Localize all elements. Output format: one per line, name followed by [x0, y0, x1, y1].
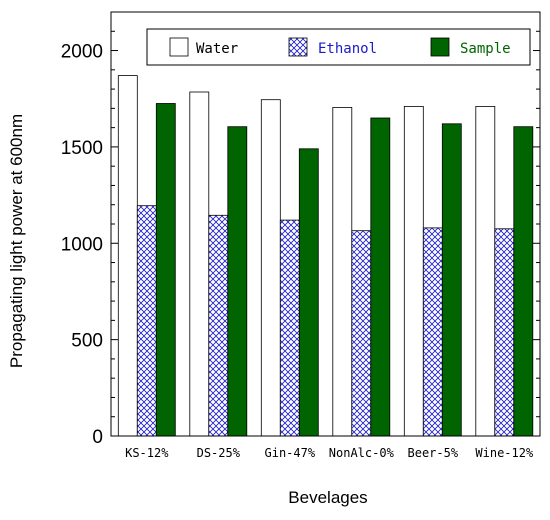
- bar-sample-3: [370, 117, 391, 437]
- bar-sample-1: [227, 126, 248, 437]
- bar-water-2: [260, 99, 281, 437]
- bar-ethanol-1: [208, 214, 229, 437]
- bar-sample-2: [298, 148, 319, 437]
- y-tick-label: 0: [92, 427, 103, 448]
- y-tick-label: 1000: [61, 234, 103, 255]
- x-axis-label: Bevelages: [288, 488, 367, 507]
- bar-ethanol-3: [351, 230, 372, 437]
- y-tick-label: 500: [71, 331, 103, 352]
- bar-water-4: [403, 106, 424, 437]
- legend-swatch-water: [169, 37, 189, 57]
- x-tick-label: NonAlc-0%: [329, 446, 395, 460]
- x-tick-label: DS-25%: [197, 446, 241, 460]
- bar-water-3: [332, 107, 353, 437]
- y-tick-label: 1500: [61, 138, 103, 159]
- bar-sample-0: [155, 103, 176, 437]
- bar-ethanol-5: [494, 228, 515, 437]
- x-tick-label: Wine-12%: [475, 446, 534, 460]
- legend-swatch-sample: [430, 37, 450, 57]
- y-tick-label: 2000: [61, 42, 103, 63]
- y-axis-label: Propagating light power at 600nm: [7, 114, 26, 368]
- legend-label-ethanol: Ethanol: [318, 41, 377, 57]
- bar-water-5: [475, 106, 496, 437]
- bar-ethanol-2: [279, 219, 300, 437]
- legend-box: [146, 28, 531, 66]
- bar-sample-4: [441, 123, 462, 437]
- x-tick-label: Gin-47%: [265, 446, 316, 460]
- legend-label-sample: Sample: [460, 41, 511, 57]
- bar-ethanol-0: [136, 205, 157, 437]
- legend-swatch-ethanol: [288, 37, 308, 57]
- bar-water-0: [117, 75, 138, 437]
- bar-sample-5: [513, 126, 534, 437]
- bar-water-1: [189, 91, 210, 437]
- bar-ethanol-4: [422, 227, 443, 437]
- x-tick-label: Beer-5%: [408, 446, 459, 460]
- x-tick-label: KS-12%: [125, 446, 169, 460]
- legend-label-water: Water: [196, 41, 238, 57]
